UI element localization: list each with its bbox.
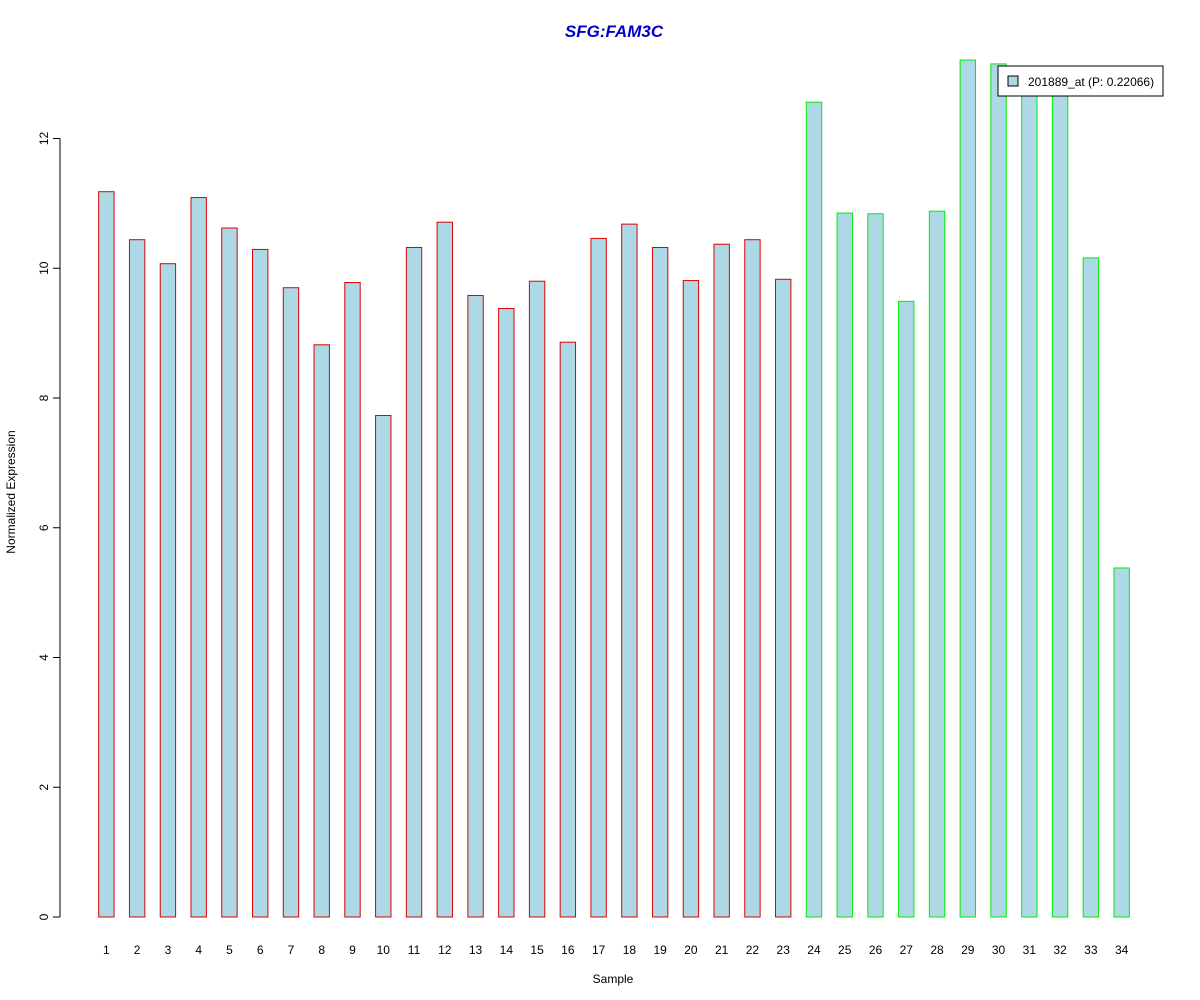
x-tick-label: 2 bbox=[134, 943, 141, 957]
x-tick-label: 6 bbox=[257, 943, 264, 957]
x-tick-label: 23 bbox=[777, 943, 791, 957]
bar-sample-33 bbox=[1082, 257, 1100, 918]
bar-sample-25 bbox=[836, 212, 853, 918]
x-tick-label: 11 bbox=[408, 943, 421, 957]
bar-sample-30 bbox=[990, 63, 1007, 918]
x-tick-label: 30 bbox=[992, 943, 1006, 957]
bar-sample-14 bbox=[498, 307, 515, 918]
y-axis-label: Normalized Expression bbox=[4, 430, 18, 553]
x-tick-label: 18 bbox=[623, 943, 637, 957]
x-tick-label: 19 bbox=[653, 943, 667, 957]
y-axis: 0 2 4 6 8 10 12 bbox=[37, 132, 61, 920]
x-tick-label: 16 bbox=[561, 943, 575, 957]
x-tick-label: 4 bbox=[195, 943, 202, 957]
x-tick-label: 15 bbox=[530, 943, 544, 957]
bar-sample-2 bbox=[128, 239, 146, 918]
x-tick-label: 20 bbox=[684, 943, 698, 957]
x-tick-label: 34 bbox=[1115, 943, 1129, 957]
bar-sample-28 bbox=[928, 210, 946, 918]
bar-sample-20 bbox=[682, 280, 700, 918]
legend-swatch bbox=[1007, 75, 1019, 87]
bar-sample-23 bbox=[775, 278, 792, 918]
x-tick-label: 12 bbox=[438, 943, 452, 957]
bars bbox=[98, 59, 1130, 918]
bar-sample-5 bbox=[221, 227, 238, 918]
legend-label: 201889_at (P: 0.22066) bbox=[1028, 75, 1154, 89]
bar-sample-11 bbox=[405, 246, 423, 918]
y-tick-label: 2 bbox=[37, 784, 51, 791]
y-tick-label: 0 bbox=[37, 913, 51, 920]
bar-sample-18 bbox=[621, 223, 638, 918]
x-tick-labels: 1 2 3 4 5 6 7 8 9 10 11 12 13 14 15 16 17 18 19 20 21 22 23 24 2… bbox=[103, 943, 1129, 957]
x-tick-label: 7 bbox=[288, 943, 295, 957]
x-tick-label: 33 bbox=[1084, 943, 1098, 957]
bar-sample-21 bbox=[713, 243, 730, 918]
x-tick-label: 26 bbox=[869, 943, 883, 957]
x-tick-label: 27 bbox=[900, 943, 914, 957]
x-tick-label: 8 bbox=[318, 943, 325, 957]
bar-sample-13 bbox=[467, 294, 484, 918]
chart-title: SFG:FAM3C bbox=[565, 22, 664, 41]
x-tick-label: 28 bbox=[930, 943, 944, 957]
y-tick-label: 4 bbox=[37, 654, 51, 661]
x-tick-label: 1 bbox=[103, 943, 110, 957]
x-tick-label: 17 bbox=[592, 943, 606, 957]
x-tick-label: 25 bbox=[838, 943, 852, 957]
legend: 201889_at (P: 0.22066) bbox=[997, 65, 1164, 97]
x-tick-label: 3 bbox=[165, 943, 172, 957]
bar-sample-12 bbox=[436, 221, 453, 918]
bar-sample-9 bbox=[344, 282, 361, 918]
x-tick-label: 10 bbox=[377, 943, 391, 957]
bar-sample-15 bbox=[528, 280, 546, 918]
bar-sample-19 bbox=[651, 246, 669, 918]
bar-sample-10 bbox=[375, 415, 392, 918]
bar-sample-27 bbox=[898, 300, 915, 918]
x-tick-label: 32 bbox=[1053, 943, 1067, 957]
bar-sample-6 bbox=[252, 248, 269, 918]
bar-sample-32 bbox=[1051, 75, 1069, 918]
bar-sample-26 bbox=[867, 213, 884, 918]
bar-sample-24 bbox=[805, 101, 823, 918]
x-tick-label: 22 bbox=[746, 943, 760, 957]
bar-sample-7 bbox=[282, 287, 300, 918]
bar-sample-4 bbox=[190, 197, 207, 918]
bar-sample-17 bbox=[590, 237, 607, 918]
bar-sample-16 bbox=[559, 341, 577, 918]
legend-box bbox=[997, 65, 1164, 97]
x-tick-label: 13 bbox=[469, 943, 483, 957]
y-tick-label: 10 bbox=[37, 261, 51, 275]
bar-sample-1 bbox=[98, 191, 115, 918]
x-tick-label: 24 bbox=[807, 943, 821, 957]
x-tick-label: 29 bbox=[961, 943, 975, 957]
bar-sample-34 bbox=[1113, 567, 1130, 918]
y-tick-label: 6 bbox=[37, 524, 51, 531]
bar-sample-29 bbox=[959, 59, 976, 918]
x-tick-label: 31 bbox=[1023, 943, 1037, 957]
y-tick-label: 12 bbox=[37, 132, 51, 146]
x-tick-label: 14 bbox=[500, 943, 514, 957]
bar-sample-31 bbox=[1021, 67, 1038, 918]
bar-sample-22 bbox=[744, 239, 761, 918]
x-tick-label: 9 bbox=[349, 943, 356, 957]
y-tick-label: 8 bbox=[37, 394, 51, 401]
bar-sample-8 bbox=[313, 344, 330, 918]
x-axis-label: Sample bbox=[593, 972, 634, 986]
bar-sample-3 bbox=[159, 263, 177, 918]
x-tick-label: 5 bbox=[226, 943, 233, 957]
x-tick-label: 21 bbox=[715, 943, 729, 957]
